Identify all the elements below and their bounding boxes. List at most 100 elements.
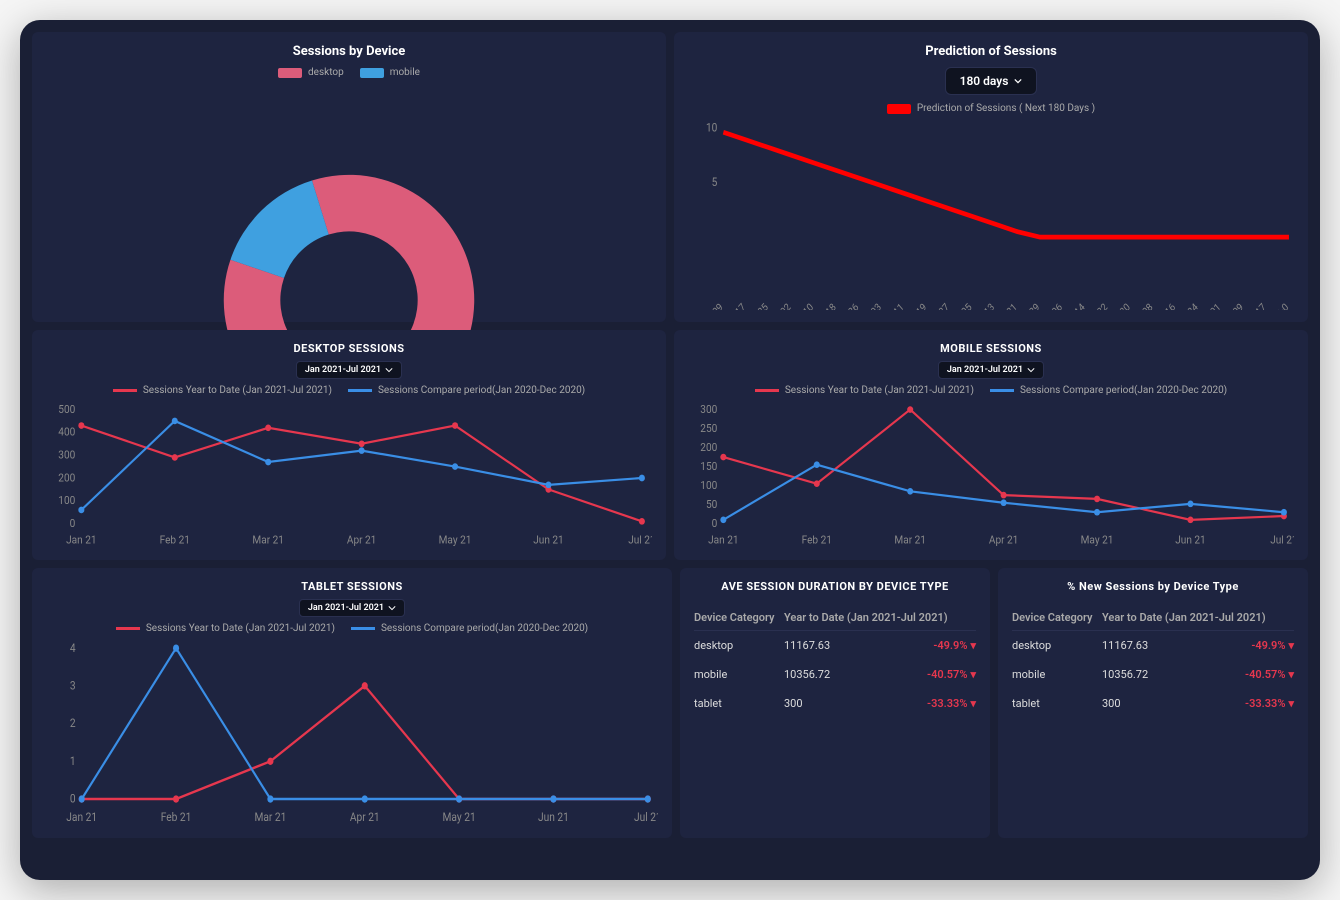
cell-category: tablet — [1012, 697, 1102, 710]
svg-text:Jul 21: Jul 21 — [634, 810, 658, 824]
col-header: Year to Date (Jan 2021-Jul 2021) — [1102, 611, 1294, 624]
tablet-range-dropdown[interactable]: Jan 2021-Jul 2021 — [299, 599, 405, 617]
panel-sessions-by-device: Sessions by Device desktop mobile — [32, 32, 666, 322]
legend-swatch-mobile — [360, 68, 384, 78]
svg-text:200: 200 — [700, 440, 717, 454]
panel-title: % New Sessions by Device Type — [1012, 580, 1294, 593]
svg-text:May 21: May 21 — [1081, 533, 1114, 547]
col-header: Device Category — [1012, 611, 1102, 624]
svg-text:Feb 21: Feb 21 — [161, 810, 192, 824]
mobile-chart: 050100150200250300Jan 21Feb 21Mar 21Apr … — [688, 404, 1294, 548]
panel-title: Sessions by Device — [46, 44, 652, 59]
cell-pct: -33.33%▾ — [1219, 697, 1294, 710]
panel-title: DESKTOP SESSIONS — [46, 342, 652, 355]
svg-text:300: 300 — [58, 448, 75, 462]
svg-text:Mar 21: Mar 21 — [894, 533, 926, 547]
svg-text:100: 100 — [700, 478, 717, 492]
svg-text:2: 2 — [70, 716, 76, 730]
legend-label: Sessions Compare period(Jan 2020-Dec 202… — [1020, 385, 1227, 396]
cell-value: 11167.63 — [1102, 639, 1219, 652]
panel-title: MOBILE SESSIONS — [688, 342, 1294, 355]
legend-label: Sessions Year to Date (Jan 2021-Jul 2021… — [143, 385, 332, 396]
chevron-down-icon — [385, 366, 393, 374]
svg-text:4: 4 — [70, 642, 76, 655]
tablet-chart: 01234Jan 21Feb 21Mar 21Apr 21May 21Jun 2… — [46, 642, 658, 826]
chevron-down-icon — [1014, 77, 1022, 85]
table-header: Device Category Year to Date (Jan 2021-J… — [1012, 605, 1294, 631]
svg-text:Jul 21: Jul 21 — [1270, 533, 1294, 547]
table-header: Device Category Year to Date (Jan 2021-J… — [694, 605, 976, 631]
table-row: tablet300-33.33%▾ — [694, 689, 976, 718]
panel-desktop-sessions: DESKTOP SESSIONS Jan 2021-Jul 2021 Sessi… — [32, 330, 666, 560]
table-row: tablet300-33.33%▾ — [1012, 689, 1294, 718]
svg-text:50: 50 — [706, 497, 717, 511]
svg-text:3: 3 — [70, 679, 76, 693]
legend-label: mobile — [390, 67, 420, 78]
panel-mobile-sessions: MOBILE SESSIONS Jan 2021-Jul 2021 Sessio… — [674, 330, 1308, 560]
prediction-range-dropdown[interactable]: 180 days — [945, 67, 1038, 95]
cell-category: desktop — [1012, 639, 1102, 652]
prediction-legend: Prediction of Sessions ( Next 180 Days ) — [688, 103, 1294, 114]
legend-label: Prediction of Sessions ( Next 180 Days ) — [917, 103, 1095, 114]
caret-down-icon: ▾ — [970, 668, 976, 681]
legend-label: Sessions Year to Date (Jan 2021-Jul 2021… — [785, 385, 974, 396]
svg-text:1: 1 — [70, 754, 76, 768]
chevron-down-icon — [1027, 366, 1035, 374]
panel-title: Prediction of Sessions — [688, 44, 1294, 59]
chevron-down-icon — [388, 604, 396, 612]
dropdown-label: Jan 2021-Jul 2021 — [305, 365, 381, 375]
caret-down-icon: ▾ — [970, 639, 976, 652]
svg-text:May 21: May 21 — [439, 533, 472, 547]
svg-text:Mar 21: Mar 21 — [252, 533, 284, 547]
cell-category: mobile — [694, 668, 784, 681]
caret-down-icon: ▾ — [970, 697, 976, 710]
new-sessions-table: Device Category Year to Date (Jan 2021-J… — [1012, 605, 1294, 718]
dropdown-label: Jan 2021-Jul 2021 — [308, 603, 384, 613]
svg-text:0: 0 — [70, 517, 76, 531]
svg-text:2022-0: 2022-0 — [1264, 302, 1291, 310]
cell-category: mobile — [1012, 668, 1102, 681]
cell-pct: -40.57%▾ — [901, 668, 976, 681]
cell-value: 300 — [784, 697, 901, 710]
svg-text:150: 150 — [700, 459, 717, 473]
svg-text:400: 400 — [58, 425, 75, 439]
cell-pct: -40.57%▾ — [1219, 668, 1294, 681]
cell-pct: -33.33%▾ — [901, 697, 976, 710]
legend-label: desktop — [308, 67, 344, 78]
caret-down-icon: ▾ — [1288, 668, 1294, 681]
avg-duration-table: Device Category Year to Date (Jan 2021-J… — [694, 605, 976, 718]
legend-swatch — [348, 389, 372, 392]
desktop-range-dropdown[interactable]: Jan 2021-Jul 2021 — [296, 361, 402, 379]
legend-swatch — [990, 389, 1014, 392]
legend-swatch — [113, 389, 137, 392]
legend-swatch — [116, 627, 140, 630]
table-row: mobile10356.72-40.57%▾ — [1012, 660, 1294, 689]
svg-text:Jan 21: Jan 21 — [708, 533, 738, 547]
svg-text:Jul 21: Jul 21 — [628, 533, 652, 547]
svg-text:250: 250 — [700, 421, 717, 435]
panel-title: AVE SESSION DURATION BY DEVICE TYPE — [694, 580, 976, 593]
legend-label: Sessions Year to Date (Jan 2021-Jul 2021… — [146, 623, 335, 634]
tablet-legend: Sessions Year to Date (Jan 2021-Jul 2021… — [46, 623, 658, 634]
svg-text:0: 0 — [70, 792, 76, 806]
panel-title: TABLET SESSIONS — [46, 580, 658, 593]
legend-swatch — [887, 104, 911, 114]
legend-swatch — [755, 389, 779, 392]
svg-text:Mar 21: Mar 21 — [254, 810, 286, 824]
desktop-chart: 0100200300400500Jan 21Feb 21Mar 21Apr 21… — [46, 404, 652, 548]
dropdown-label: Jan 2021-Jul 2021 — [947, 365, 1023, 375]
cell-pct: -49.9%▾ — [1219, 639, 1294, 652]
mobile-range-dropdown[interactable]: Jan 2021-Jul 2021 — [938, 361, 1044, 379]
cell-value: 11167.63 — [784, 639, 901, 652]
dropdown-label: 180 days — [960, 74, 1009, 88]
prediction-chart: 5102021-07-092021-07-172021-07-252021-08… — [688, 122, 1294, 310]
table-row: mobile10356.72-40.57%▾ — [694, 660, 976, 689]
svg-text:2021-07-09: 2021-07-09 — [688, 302, 725, 310]
svg-text:200: 200 — [58, 471, 75, 485]
caret-down-icon: ▾ — [1288, 639, 1294, 652]
svg-text:100: 100 — [58, 494, 75, 508]
svg-text:Feb 21: Feb 21 — [160, 533, 190, 547]
svg-text:0: 0 — [712, 517, 718, 531]
svg-text:Apr 21: Apr 21 — [347, 533, 376, 547]
svg-text:Apr 21: Apr 21 — [989, 533, 1018, 547]
